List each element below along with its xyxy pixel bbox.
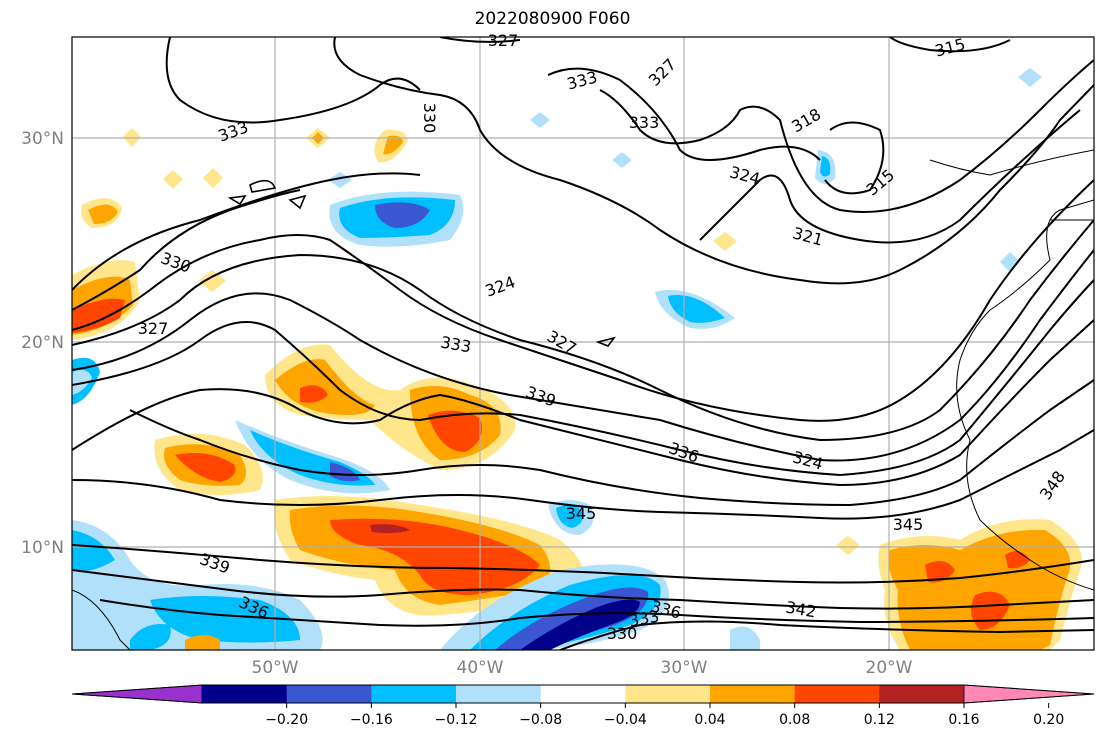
longitude-labels: 50°W 40°W 30°W 20°W <box>252 658 913 678</box>
lat-label: 30°N <box>21 129 64 149</box>
contour-label: 315 <box>933 34 967 60</box>
colorbar-labels: −0.20 −0.16 −0.12 −0.08 −0.04 0.04 0.08 0.12 0.1… <box>265 703 1064 728</box>
colorbar-label: 0.20 <box>1033 712 1064 728</box>
lon-label: 40°W <box>457 658 504 678</box>
chart-title: 2022080900 F060 <box>474 9 631 29</box>
colorbar-extend-max <box>963 684 1095 704</box>
contour-label: 327 <box>488 31 519 50</box>
contour-label: 333 <box>629 113 660 132</box>
colorbar-swatch <box>286 685 372 703</box>
contour-label: 339 <box>523 382 558 410</box>
colorbar-label: −0.16 <box>350 712 393 728</box>
contour-label: 333 <box>439 332 472 356</box>
contour-label: 342 <box>784 597 817 621</box>
colorbar-swatch <box>456 685 542 703</box>
colorbar-swatch <box>794 685 880 703</box>
colorbar-swatch <box>371 685 457 703</box>
contour-label: 333 <box>565 67 599 93</box>
contour-label: 345 <box>893 515 924 534</box>
contour-label: 324 <box>728 162 762 188</box>
contour-label: 333 <box>216 117 251 145</box>
colorbar-swatch <box>202 685 288 703</box>
contour-label: 336 <box>666 438 701 466</box>
map-frame <box>71 36 1095 651</box>
latitude-labels: 30°N 20°N 10°N <box>21 129 64 558</box>
colorbar-swatch <box>879 685 965 703</box>
lon-label: 20°W <box>866 658 913 678</box>
contour-label: 324 <box>791 447 825 473</box>
colorbar-label: 0.08 <box>779 712 810 728</box>
colorbar-label: −0.04 <box>604 712 647 728</box>
colorbar-extend-min <box>71 684 203 704</box>
contour-label: 330 <box>420 103 439 134</box>
contour-label: 327 <box>544 327 580 359</box>
isentrope-contours <box>72 37 1094 650</box>
colorbar-label: −0.20 <box>265 712 308 728</box>
lat-label: 20°N <box>21 333 64 353</box>
contour-label: 321 <box>791 223 825 249</box>
colorbar-label: −0.08 <box>519 712 562 728</box>
colorbar-label: 0.12 <box>864 712 895 728</box>
contour-label: 339 <box>197 549 232 577</box>
colorbar-label: 0.04 <box>694 712 725 728</box>
colorbar-outline <box>71 684 1095 704</box>
contour-label: 324 <box>483 272 518 300</box>
colorbar-label: −0.12 <box>435 712 478 728</box>
colorbar-swatch <box>710 685 796 703</box>
lat-label: 10°N <box>21 538 64 558</box>
lon-label: 30°W <box>661 658 708 678</box>
contour-label: 330 <box>607 624 638 643</box>
colorbar-swatch <box>625 685 711 703</box>
colorbar-swatch <box>540 685 626 703</box>
contour-label: 327 <box>645 55 680 90</box>
coastline <box>72 149 1094 650</box>
colorbar-label: 0.16 <box>948 712 979 728</box>
map-gridlines <box>72 37 1094 650</box>
contour-label: 318 <box>788 105 824 137</box>
lon-label: 50°W <box>252 658 299 678</box>
contour-label: 348 <box>1036 467 1069 503</box>
contour-label: 315 <box>863 165 899 199</box>
colorbar-swatches <box>71 684 1095 704</box>
contour-label: 330 <box>158 248 193 276</box>
colorbar: −0.20 −0.16 −0.12 −0.08 −0.04 0.04 0.08 0.12 0.1… <box>71 684 1095 728</box>
contour-label: 345 <box>566 504 597 523</box>
contour-label: 327 <box>138 319 169 338</box>
